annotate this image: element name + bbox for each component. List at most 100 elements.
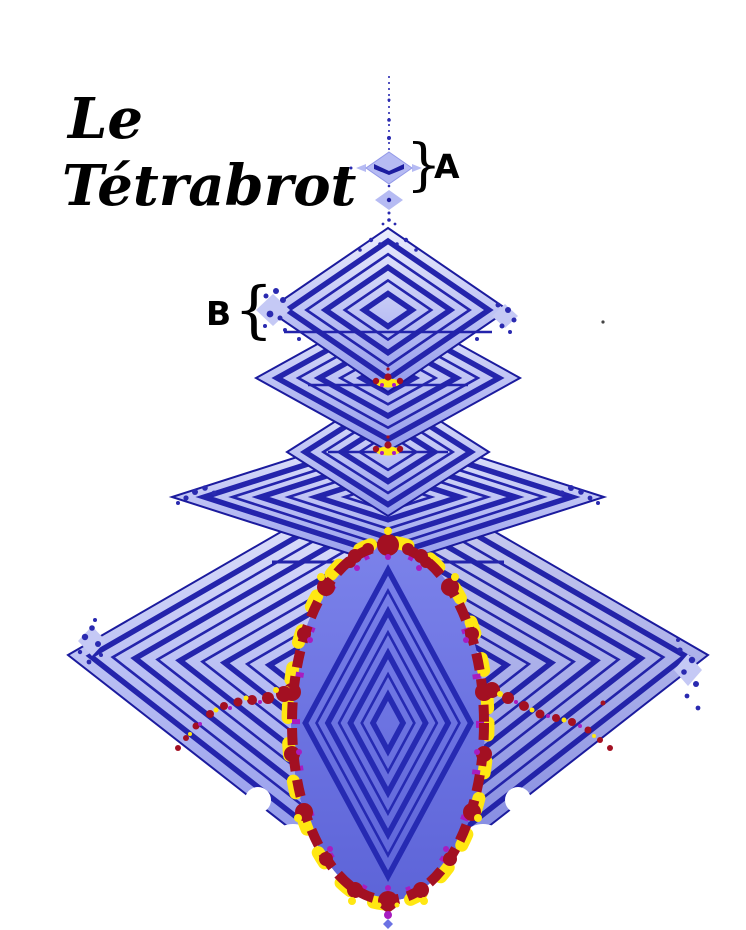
fringe-blob [347,882,363,898]
arm-blob [233,697,243,707]
speckle [559,490,565,496]
fringe-blob [348,549,362,563]
arm-yellow-dot [188,732,192,736]
fringe-blob [476,746,492,762]
fringe-yellow-dot [294,814,302,822]
tier-face [266,226,510,394]
central-oval [281,535,495,911]
fringe-blob [362,543,374,555]
speckle [183,495,189,501]
spire-dot [387,136,391,140]
speckle [684,693,690,699]
tier-ornament-2 [372,435,404,456]
stray-dot [601,320,605,324]
spire-bulb-a [365,151,413,185]
arm-blob [607,745,613,751]
fringe-yellow-dot [420,897,428,905]
ornament-red [384,373,392,381]
title-line-1: Le [66,86,143,152]
fringe-magenta-dot [474,749,480,755]
bulb-dot [386,197,392,203]
arm-blob [183,735,189,741]
arm-blob [584,726,592,734]
speckle [99,653,103,657]
arm-blob [220,702,228,710]
label-a: } A [406,133,460,198]
bulb-arm [412,164,422,172]
arm-blob [262,692,274,704]
ornament-red [384,441,392,449]
speckle [677,647,683,653]
left-satellite [77,618,106,665]
fringe-blob [319,852,333,866]
fringe-blob [443,852,457,866]
speckle [596,501,600,505]
spire-dot [387,184,391,188]
label-a-brace: } [406,133,442,198]
ornament-red [396,377,404,385]
arm-magenta-dot [514,700,518,704]
arm-yellow-dot [529,707,535,713]
spire-dot [381,222,385,226]
speckle [89,625,95,631]
speckle [511,317,517,323]
speckle [263,293,269,299]
speckle [93,618,97,622]
fringe-blob [414,549,428,563]
spire-dot [393,222,397,226]
bulb-arm [356,164,366,172]
arm-blob [206,710,214,718]
arm-magenta-dot [228,706,232,710]
arm-yellow-dot [213,707,219,713]
tier-ornament-1 [372,367,404,388]
tier1-right-antenna [492,302,518,334]
tip-speckle [358,248,362,252]
speckle [297,337,301,341]
ornament-red [386,435,390,439]
spire-dot [425,166,429,170]
fringe-magenta-dot [327,846,333,852]
speckle [505,307,511,313]
speckle [273,288,279,294]
fringe-blob [297,627,311,641]
fringe-blob [441,578,459,596]
arm-yellow-dot [592,734,596,738]
arm-blob [597,737,603,743]
fringe-magenta-dot [443,846,449,852]
arm-blob [600,700,606,706]
fringe-blob [317,578,335,596]
scallop [245,787,271,813]
spire-dot [387,218,391,222]
speckle [266,310,274,318]
fringe-magenta-dot [354,565,360,571]
left-arm [175,686,292,751]
speckle [176,501,180,505]
oval-interior [291,545,485,901]
arm-magenta-dot [258,700,262,704]
fringe-blob [465,627,479,641]
ornament-magenta [380,383,384,387]
scallop [505,787,531,813]
pendant-yellow [376,902,382,908]
arm-blob [502,692,514,704]
pendant-magenta [384,911,392,919]
speckle [277,315,283,321]
speckle [81,633,89,641]
speckle [508,330,512,334]
satellite-blob [492,304,518,328]
spire-dot [387,98,391,102]
ornament-magenta [392,383,396,387]
pendant-yellow [394,902,400,908]
satellite-blob [674,654,702,686]
ornament-magenta [392,451,396,455]
label-b-brace: { [234,273,273,346]
tip-speckle [378,242,382,246]
speckle [202,485,208,491]
bulb-chevron [374,164,404,175]
speckle [676,638,680,642]
bottom-pendant [376,900,400,929]
speckle [695,705,701,711]
fringe-magenta-dot [463,637,469,643]
